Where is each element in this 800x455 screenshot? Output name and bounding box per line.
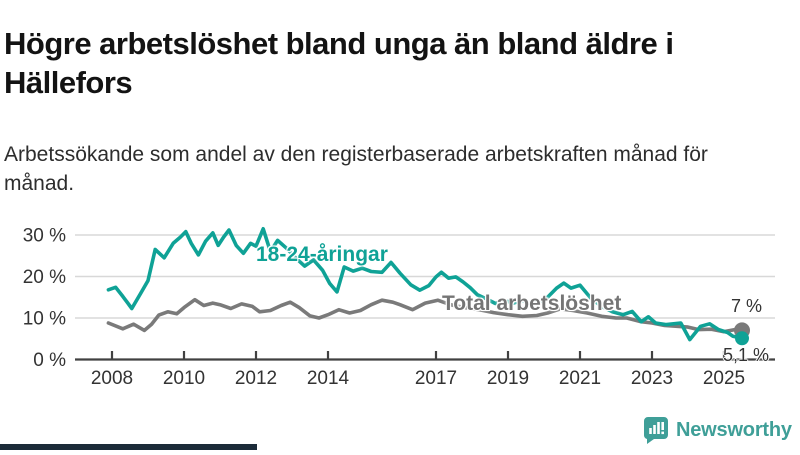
page-title: Högre arbetslöshet bland unga än bland ä… bbox=[4, 25, 674, 100]
x-tick-label: 2019 bbox=[487, 368, 529, 389]
y-tick-label: 0 % bbox=[33, 350, 66, 371]
y-tick-label: 20 % bbox=[23, 267, 66, 288]
series-label-youth: 18-24-åringar bbox=[256, 243, 388, 266]
x-tick-label: 2008 bbox=[91, 368, 133, 389]
youth-18-24-end-dot bbox=[735, 331, 749, 346]
x-tick-label: 2025 bbox=[703, 368, 745, 389]
unemployment-line-chart: 0 % 10 % 20 % 30 % 2008 2010 2012 2014 2017 2019 2… bbox=[0, 200, 800, 450]
y-tick-label: 30 % bbox=[23, 226, 66, 247]
youth-18-24-line bbox=[106, 226, 744, 342]
chart-subtitle: Arbetssökande som andel av den registerb… bbox=[4, 143, 708, 195]
series-label-total: Total arbetslöshet bbox=[442, 292, 622, 315]
x-tick-label: 2021 bbox=[559, 368, 601, 389]
newsworthy-logo: Newsworthy bbox=[644, 417, 792, 444]
newsworthy-logo-text: Newsworthy bbox=[676, 419, 792, 441]
timeline-progress-bar bbox=[0, 444, 257, 450]
x-tick-label: 2017 bbox=[415, 368, 457, 389]
y-tick-label: 10 % bbox=[23, 309, 66, 330]
x-tick-label: 2012 bbox=[235, 368, 277, 389]
total-unemployment-line bbox=[106, 297, 744, 334]
end-value-label-youth: 5,1 % bbox=[723, 345, 770, 365]
x-tick-label: 2010 bbox=[163, 368, 205, 389]
x-tick-label: 2023 bbox=[631, 368, 673, 389]
end-value-label-total: 7 % bbox=[731, 296, 763, 316]
chart-canvas: 0 % 10 % 20 % 30 % 2008 2010 2012 2014 2017 2019 2… bbox=[23, 226, 775, 389]
x-tick-label: 2014 bbox=[307, 368, 350, 389]
newsworthy-bars-icon bbox=[644, 417, 668, 444]
